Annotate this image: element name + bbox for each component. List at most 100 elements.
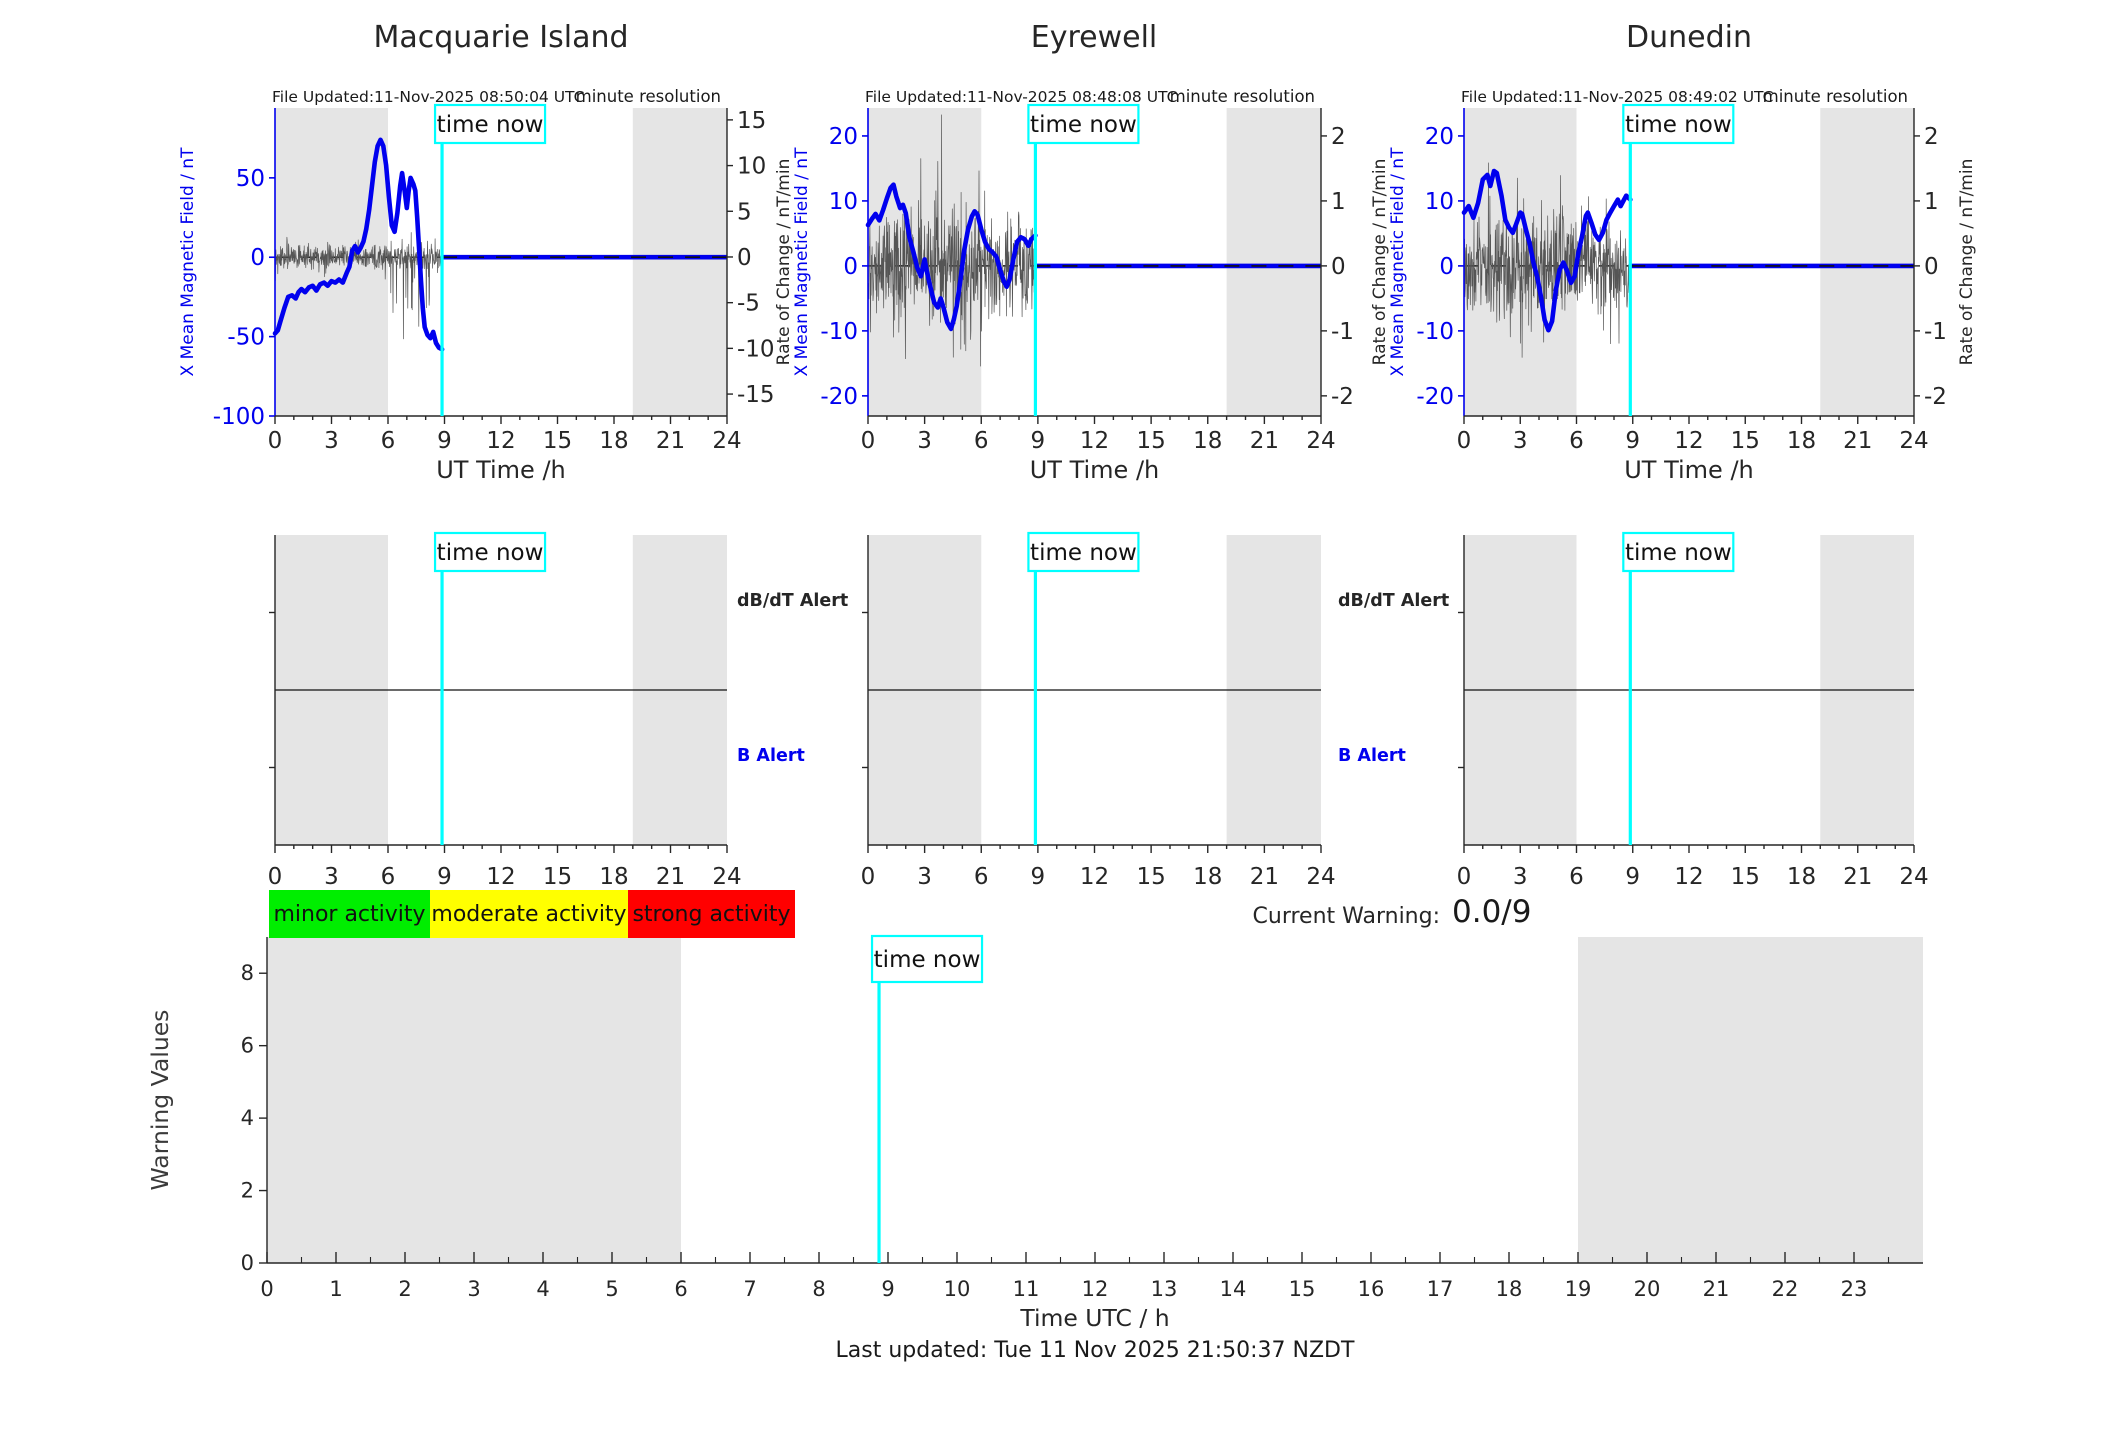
resolution-label: minute resolution bbox=[1170, 87, 1315, 106]
right-tick-label: 2 bbox=[1331, 124, 1346, 150]
x-tick-label: 9 bbox=[437, 428, 452, 454]
right-tick-label: 0 bbox=[737, 245, 752, 271]
x-tick-label: 21 bbox=[1843, 428, 1872, 454]
x-tick-label: 0 bbox=[260, 1277, 273, 1301]
y-tick-label: 6 bbox=[241, 1034, 254, 1058]
night-band bbox=[267, 937, 681, 1263]
time-now-flag bbox=[1027, 531, 1140, 573]
left-tick-label: 0 bbox=[1439, 254, 1454, 280]
x-tick-label: 8 bbox=[812, 1277, 825, 1301]
x-tick-label: 18 bbox=[1193, 428, 1222, 454]
night-band bbox=[632, 108, 727, 416]
x-tick-label: 3 bbox=[467, 1277, 480, 1301]
current-warning-value: 0.0/9 bbox=[1452, 894, 1532, 930]
x-tick-label: 6 bbox=[381, 864, 396, 890]
x-tick-label: 9 bbox=[1031, 864, 1046, 890]
night-band bbox=[1464, 108, 1577, 416]
x-tick-label: 3 bbox=[917, 428, 932, 454]
x-tick-label: 15 bbox=[1136, 864, 1165, 890]
activity-legend: minor activity moderate activity strong … bbox=[0, 890, 2117, 938]
left-tick-label: 0 bbox=[843, 254, 858, 280]
x-tick-label: 6 bbox=[1569, 428, 1584, 454]
x-tick-label: 12 bbox=[486, 428, 515, 454]
time-now-flag bbox=[1622, 531, 1735, 573]
x-tick-label: 15 bbox=[1289, 1277, 1316, 1301]
file-updated-label: File Updated:11-Nov-2025 08:48:08 UTC bbox=[865, 88, 1177, 106]
y-axis-title: Warning Values bbox=[146, 1010, 174, 1191]
x-tick-label: 6 bbox=[381, 428, 396, 454]
dunedin-alert-panel: 0 3 6 9 12 15 18 21 24 time now bbox=[1457, 531, 1929, 890]
y-tick-label: 8 bbox=[241, 961, 254, 985]
rate-of-change-series bbox=[274, 232, 443, 340]
time-now-label: time now bbox=[1625, 540, 1732, 566]
chart-title-macquarie-island: Macquarie Island bbox=[373, 20, 629, 55]
file-updated-label: File Updated:11-Nov-2025 08:49:02 UTC bbox=[1461, 88, 1773, 106]
x-tick-label: 9 bbox=[881, 1277, 894, 1301]
x-axis-title: UT Time /h bbox=[436, 456, 566, 484]
x-tick-label: 12 bbox=[1080, 428, 1109, 454]
right-tick-label: -15 bbox=[737, 382, 775, 408]
left-tick-label: -10 bbox=[820, 319, 858, 345]
x-tick-label: 2 bbox=[398, 1277, 411, 1301]
right-tick-label: -1 bbox=[1924, 319, 1947, 345]
time-now-label: time now bbox=[1625, 112, 1732, 138]
x-tick-label: 14 bbox=[1220, 1277, 1247, 1301]
x-tick-label: 24 bbox=[1306, 428, 1335, 454]
x-tick-label: 24 bbox=[1899, 428, 1928, 454]
y-tick-label: 0 bbox=[241, 1251, 254, 1275]
left-tick-label: 50 bbox=[236, 166, 265, 192]
axes: 0 3 6 9 12 15 18 21 24 bbox=[1457, 535, 1929, 890]
left-tick-label: 10 bbox=[1425, 189, 1454, 215]
x-axis-title: UT Time /h bbox=[1030, 456, 1160, 484]
file-updated-label: File Updated:11-Nov-2025 08:50:04 UTC bbox=[272, 88, 584, 106]
left-tick-label: -20 bbox=[820, 384, 858, 410]
rate-of-change-series bbox=[867, 114, 1036, 367]
x-tick-label: 12 bbox=[1082, 1277, 1109, 1301]
x-tick-label: 16 bbox=[1358, 1277, 1385, 1301]
x-tick-label: 20 bbox=[1634, 1277, 1661, 1301]
eyrewell-magnetogram: File Updated:11-Nov-2025 08:48:08 UTCmin… bbox=[792, 87, 1390, 484]
x-tick-label: 6 bbox=[1569, 864, 1584, 890]
left-tick-label: 20 bbox=[1425, 124, 1454, 150]
x-tick-label: 24 bbox=[712, 428, 741, 454]
macquarie-island-magnetogram: File Updated:11-Nov-2025 08:50:04 UTCmin… bbox=[178, 87, 794, 484]
left-axis-title: X Mean Magnetic Field / nT bbox=[178, 147, 198, 377]
chart-title-eyrewell: Eyrewell bbox=[1030, 20, 1158, 55]
right-tick-label: -10 bbox=[737, 336, 775, 362]
left-tick-label: 0 bbox=[250, 245, 265, 271]
right-tick-label: 15 bbox=[737, 108, 766, 134]
resolution-label: minute resolution bbox=[1763, 87, 1908, 106]
right-tick-label: 1 bbox=[1331, 189, 1346, 215]
x-tick-label: 3 bbox=[324, 864, 339, 890]
dbdt-alert-label: dB/dT Alert bbox=[1338, 591, 1449, 611]
x-mean-field-series bbox=[272, 137, 445, 352]
x-tick-label: 24 bbox=[1306, 864, 1335, 890]
eyrewell-alert-panel: 0 3 6 9 12 15 18 21 24 dB/dT Alert B Alert time now bbox=[861, 531, 1449, 890]
x-tick-label: 18 bbox=[1496, 1277, 1523, 1301]
right-tick-label: 2 bbox=[1924, 124, 1939, 150]
right-tick-label: -2 bbox=[1331, 384, 1354, 410]
right-tick-label: 0 bbox=[1331, 254, 1346, 280]
x-tick-label: 0 bbox=[268, 428, 283, 454]
night-band bbox=[1226, 108, 1321, 416]
x-tick-label: 5 bbox=[605, 1277, 618, 1301]
time-now-flag bbox=[433, 103, 547, 145]
y-tick-label: 4 bbox=[241, 1106, 254, 1130]
b-alert-label: B Alert bbox=[1338, 746, 1406, 766]
time-now-label: time now bbox=[437, 540, 544, 566]
x-tick-label: 0 bbox=[1457, 864, 1472, 890]
last-updated-text: Last updated: Tue 11 Nov 2025 21:50:37 N… bbox=[835, 1338, 1355, 1363]
right-axis-title: Rate of Change / nT/min bbox=[1370, 159, 1390, 366]
night-band bbox=[1820, 108, 1914, 416]
y-tick-label: 2 bbox=[241, 1179, 254, 1203]
x-tick-label: 10 bbox=[944, 1277, 971, 1301]
rate-of-change-series bbox=[1463, 162, 1631, 358]
right-tick-label: -5 bbox=[737, 291, 760, 317]
x-tick-label: 0 bbox=[1457, 428, 1472, 454]
x-tick-label: 23 bbox=[1841, 1277, 1868, 1301]
x-tick-label: 18 bbox=[1787, 864, 1816, 890]
x-axis-title: Time UTC / h bbox=[1019, 1304, 1169, 1332]
